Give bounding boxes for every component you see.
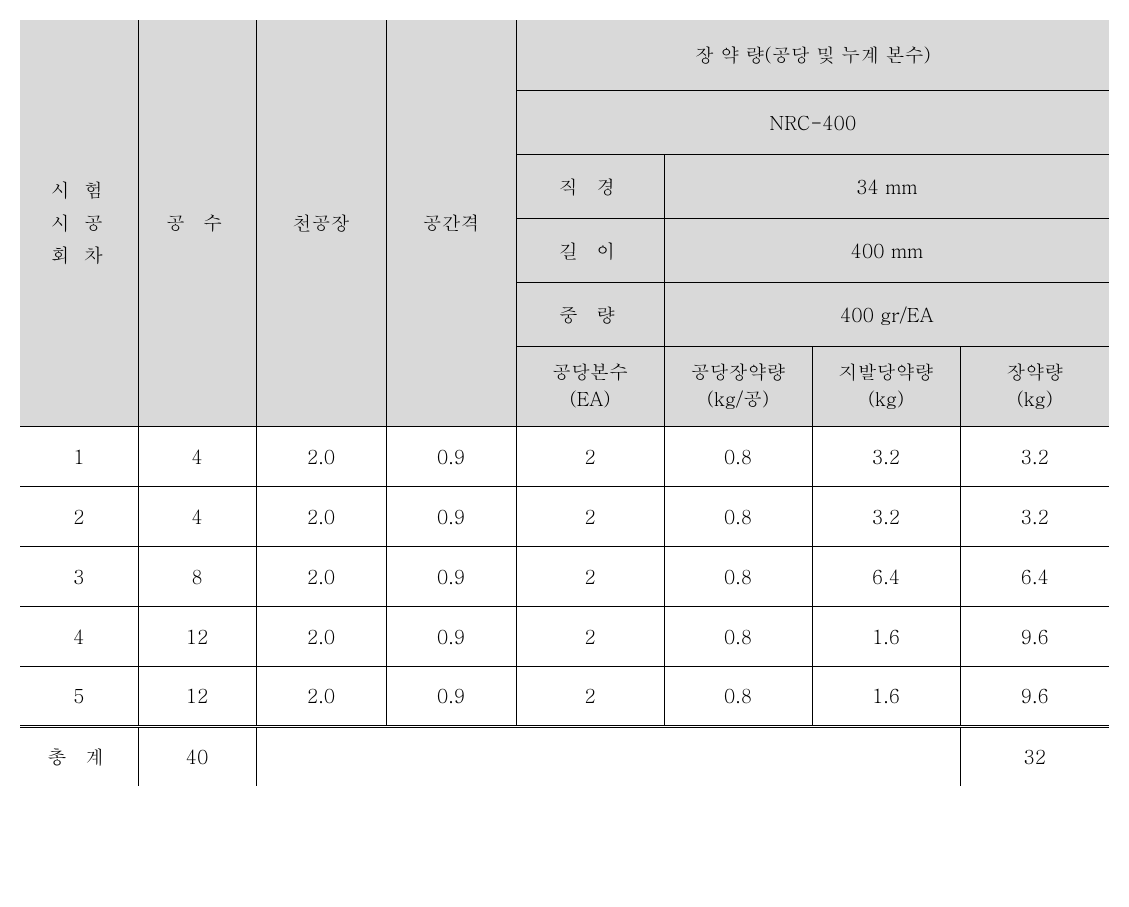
table-row: 4 12 2.0 0.9 2 0.8 1.6 9.6 [20, 606, 1109, 666]
cell-kg-delay: 3.2 [812, 426, 960, 486]
header-product: NRC-400 [516, 90, 1109, 154]
header-diameter-label: 직 경 [516, 154, 664, 218]
cell-round: 1 [20, 426, 138, 486]
header-weight-value: 400 gr/EA [664, 282, 1109, 346]
cell-kg-hole: 0.8 [664, 546, 812, 606]
table-row: 2 4 2.0 0.9 2 0.8 3.2 3.2 [20, 486, 1109, 546]
header-charge-group: 장 약 량(공당 및 누계 본수) [516, 20, 1109, 90]
explosive-charge-table: 시 험 시 공 회 차 공 수 천공장 공간격 장 약 량(공당 및 누계 본수… [20, 20, 1109, 786]
cell-ea: 2 [516, 606, 664, 666]
cell-spacing: 0.9 [386, 486, 516, 546]
cell-kg-hole: 0.8 [664, 666, 812, 726]
cell-kg-delay: 6.4 [812, 546, 960, 606]
cell-drill: 2.0 [256, 486, 386, 546]
cell-kg-total: 3.2 [960, 486, 1109, 546]
cell-kg-total: 9.6 [960, 606, 1109, 666]
table-header: 시 험 시 공 회 차 공 수 천공장 공간격 장 약 량(공당 및 누계 본수… [20, 20, 1109, 426]
cell-ea: 2 [516, 546, 664, 606]
cell-round: 5 [20, 666, 138, 726]
cell-kg-delay: 3.2 [812, 486, 960, 546]
cell-drill: 2.0 [256, 546, 386, 606]
total-count: 40 [138, 726, 256, 786]
header-diameter-value: 34 mm [664, 154, 1109, 218]
cell-kg-total: 3.2 [960, 426, 1109, 486]
cell-spacing: 0.9 [386, 606, 516, 666]
header-spacing: 공간격 [386, 20, 516, 426]
cell-round: 4 [20, 606, 138, 666]
cell-kg-delay: 1.6 [812, 666, 960, 726]
cell-kg-total: 6.4 [960, 546, 1109, 606]
table-row: 1 4 2.0 0.9 2 0.8 3.2 3.2 [20, 426, 1109, 486]
cell-drill: 2.0 [256, 426, 386, 486]
cell-kg-total: 9.6 [960, 666, 1109, 726]
cell-ea: 2 [516, 666, 664, 726]
table-row: 5 12 2.0 0.9 2 0.8 1.6 9.6 [20, 666, 1109, 726]
cell-spacing: 0.9 [386, 546, 516, 606]
cell-kg-hole: 0.8 [664, 426, 812, 486]
cell-holes: 4 [138, 426, 256, 486]
header-per-delay-charge: 지발당약량 (kg) [812, 346, 960, 426]
cell-holes: 12 [138, 606, 256, 666]
cell-ea: 2 [516, 426, 664, 486]
cell-ea: 2 [516, 486, 664, 546]
cell-drill: 2.0 [256, 606, 386, 666]
cell-holes: 8 [138, 546, 256, 606]
cell-drill: 2.0 [256, 666, 386, 726]
cell-holes: 12 [138, 666, 256, 726]
table-body: 1 4 2.0 0.9 2 0.8 3.2 3.2 2 4 2.0 0.9 2 … [20, 426, 1109, 786]
cell-spacing: 0.9 [386, 666, 516, 726]
cell-kg-hole: 0.8 [664, 486, 812, 546]
header-drilling-length: 천공장 [256, 20, 386, 426]
cell-kg-delay: 1.6 [812, 606, 960, 666]
total-label: 총 계 [20, 726, 138, 786]
header-length-value: 400 mm [664, 218, 1109, 282]
cell-round: 2 [20, 486, 138, 546]
table-total-row: 총 계 40 32 [20, 726, 1109, 786]
cell-holes: 4 [138, 486, 256, 546]
header-length-label: 길 이 [516, 218, 664, 282]
table-row: 3 8 2.0 0.9 2 0.8 6.4 6.4 [20, 546, 1109, 606]
header-weight-label: 중 량 [516, 282, 664, 346]
header-trial-round: 시 험 시 공 회 차 [20, 20, 138, 426]
header-total-charge: 장약량 (kg) [960, 346, 1109, 426]
header-hole-count: 공 수 [138, 20, 256, 426]
cell-kg-hole: 0.8 [664, 606, 812, 666]
total-amount: 32 [960, 726, 1109, 786]
total-empty [256, 726, 960, 786]
header-per-hole-count: 공당본수 (EA) [516, 346, 664, 426]
cell-spacing: 0.9 [386, 426, 516, 486]
header-per-hole-charge: 공당장약량 (kg/공) [664, 346, 812, 426]
cell-round: 3 [20, 546, 138, 606]
